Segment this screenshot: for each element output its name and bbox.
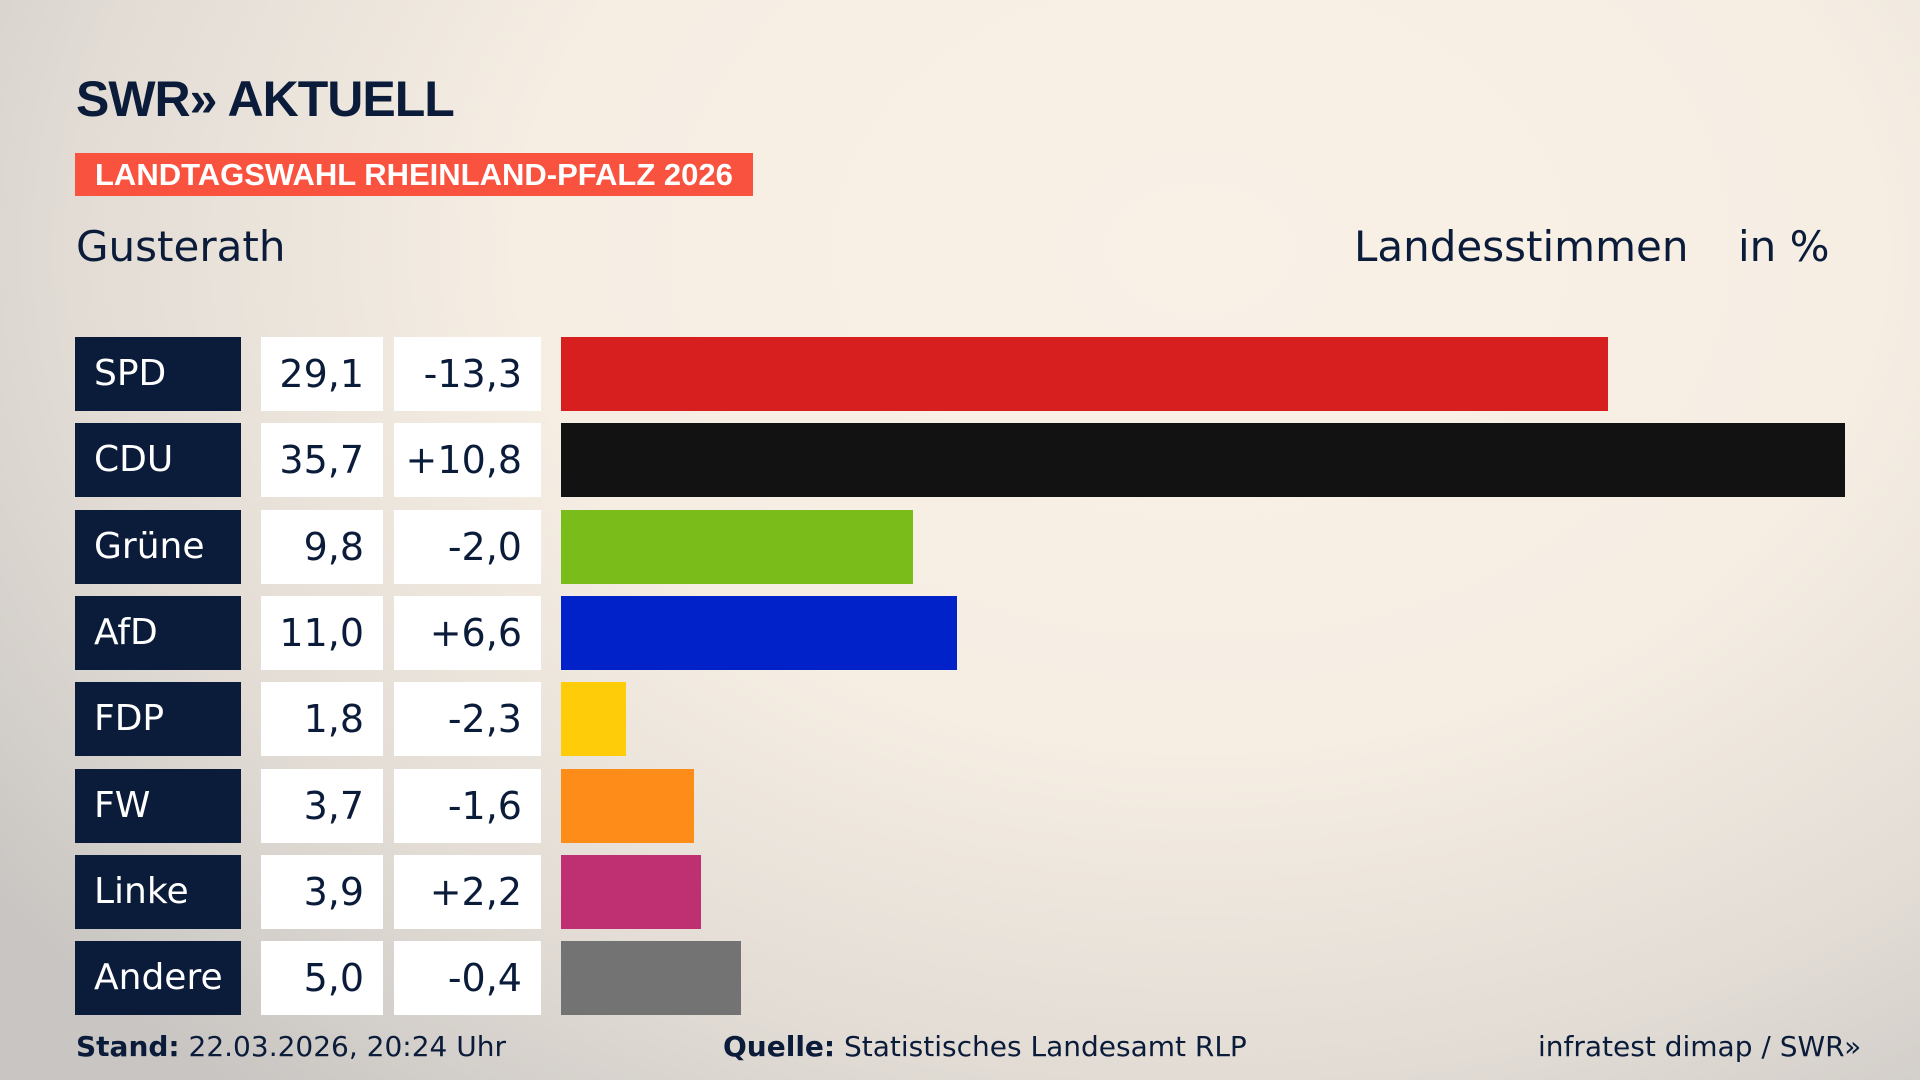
party-label: Grüne (75, 509, 241, 584)
election-banner: LANDTAGSWAHL RHEINLAND-PFALZ 2026 (75, 153, 753, 196)
row-spd: SPD 29,1 -13,3 (75, 337, 1855, 411)
swr-aktuell-logo: SWR» AKTUELL (76, 71, 455, 127)
bar-fdp (561, 682, 626, 757)
value-label: 35,7 (261, 423, 383, 498)
row-afd: AfD 11,0 +6,6 (75, 595, 1855, 670)
value-label: 9,8 (261, 509, 383, 584)
change-label: +2,2 (394, 854, 541, 929)
party-label: FW (75, 768, 241, 843)
party-label: FDP (75, 682, 241, 757)
bar-linke (561, 854, 702, 929)
row-linke: Linke 3,9 +2,2 (75, 854, 1855, 929)
bar-cdu (561, 423, 1845, 498)
party-label: AfD (75, 595, 241, 670)
measure-label: Landesstimmen (1354, 222, 1689, 271)
credit: infratest dimap / SWR» (1538, 1030, 1862, 1063)
value-label: 11,0 (261, 595, 383, 670)
source-label: Quelle: (723, 1030, 836, 1063)
unit-label: in % (1738, 222, 1830, 271)
bar-fw (561, 768, 695, 843)
bar-afd (561, 595, 957, 670)
change-label: +10,8 (394, 423, 541, 498)
row-andere: Andere 5,0 -0,4 (75, 941, 1855, 1016)
place-title: Gusterath (76, 222, 286, 271)
change-label: -2,3 (394, 682, 541, 757)
party-label: SPD (75, 337, 241, 411)
row-fdp: FDP 1,8 -2,3 (75, 682, 1855, 757)
bar-grüne (561, 509, 914, 584)
value-label: 29,1 (261, 337, 383, 411)
bar-spd (561, 337, 1608, 411)
row-cdu: CDU 35,7 +10,8 (75, 423, 1855, 498)
value-label: 1,8 (261, 682, 383, 757)
party-label: Andere (75, 941, 241, 1016)
change-label: +6,6 (394, 595, 541, 670)
value-label: 5,0 (261, 941, 383, 1016)
change-label: -13,3 (394, 337, 541, 411)
stand-label: Stand: (76, 1030, 180, 1063)
change-label: -0,4 (394, 941, 541, 1016)
value-label: 3,9 (261, 854, 383, 929)
change-label: -1,6 (394, 768, 541, 843)
row-fw: FW 3,7 -1,6 (75, 768, 1855, 843)
source-value: Statistisches Landesamt RLP (844, 1030, 1247, 1063)
party-label: Linke (75, 854, 241, 929)
value-label: 3,7 (261, 768, 383, 843)
stand-value: 22.03.2026, 20:24 Uhr (188, 1030, 506, 1063)
party-label: CDU (75, 423, 241, 498)
source: Quelle: Statistisches Landesamt RLP (723, 1030, 1247, 1063)
change-label: -2,0 (394, 509, 541, 584)
bar-andere (561, 941, 741, 1016)
timestamp: Stand: 22.03.2026, 20:24 Uhr (76, 1030, 506, 1063)
row-grüne: Grüne 9,8 -2,0 (75, 509, 1855, 584)
